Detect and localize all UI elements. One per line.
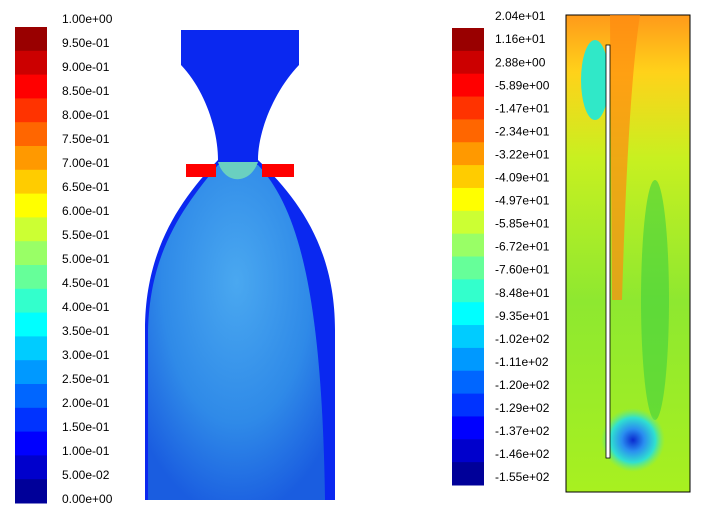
color-band (15, 479, 47, 504)
color-band (452, 370, 484, 395)
color-band (452, 210, 484, 235)
colorbar-label: 2.04e+01 (495, 9, 546, 23)
colorbar-label: -1.47e+01 (495, 101, 550, 115)
colorbar-label: 2.50e-01 (62, 372, 110, 386)
color-band (452, 439, 484, 463)
colorbar-label: 7.50e-01 (62, 132, 110, 146)
color-band (15, 288, 47, 314)
color-band (452, 416, 484, 440)
color-band (452, 119, 484, 143)
colorbar-label: 1.00e-01 (62, 444, 110, 458)
color-band (452, 256, 484, 280)
colorbar-label: -1.02e+02 (495, 332, 550, 346)
colorbar-label: 2.00e-01 (62, 396, 110, 410)
colorbar-label: 5.00e-02 (62, 468, 110, 482)
green-region (641, 180, 669, 420)
throat-field (218, 162, 258, 180)
colorbar-label: 0.00e+00 (62, 492, 113, 506)
colorbar-label: 1.50e-01 (62, 420, 110, 434)
color-band (15, 336, 47, 361)
nozzle-contour (145, 30, 335, 500)
jet-region (610, 15, 640, 300)
color-band (15, 27, 47, 52)
color-band (452, 73, 484, 98)
colorbar-label: 3.50e-01 (62, 324, 110, 338)
colorbar-label: 6.00e-01 (62, 204, 110, 218)
color-band (452, 279, 484, 303)
colorbar-label: -1.55e+02 (495, 470, 550, 484)
colorbar-label: -2.34e+01 (495, 124, 550, 138)
color-band (452, 302, 484, 326)
color-band (452, 96, 484, 120)
color-band (15, 217, 47, 242)
colorbar-label: 7.00e-01 (62, 156, 110, 170)
color-band (15, 455, 47, 480)
left-colorbar: 1.00e+00 9.50e-01 9.00e-01 8.50e-01 8.00e-01… (15, 12, 113, 506)
colorbar-label: -1.11e+02 (495, 355, 549, 369)
recirculation (581, 40, 609, 120)
colorbar-label: 4.00e-01 (62, 300, 110, 314)
colorbar-label: -1.29e+02 (495, 401, 550, 415)
colorbar-label: -8.48e+01 (495, 286, 550, 300)
colorbar-label: -4.97e+01 (495, 194, 550, 208)
inlet-right (262, 164, 294, 177)
color-band (15, 312, 47, 337)
colorbar-label: 8.50e-01 (62, 84, 110, 98)
color-band (452, 233, 484, 257)
baffle (605, 44, 611, 459)
colorbar-label: -5.89e+00 (495, 78, 550, 92)
colorbar-label: 2.88e+00 (495, 55, 546, 69)
vortex (601, 408, 665, 472)
color-band (15, 169, 47, 195)
colorbar-label: 9.00e-01 (62, 60, 110, 74)
color-band (15, 431, 47, 456)
colorbar-label: -9.35e+01 (495, 309, 550, 323)
colorbar-label: -3.22e+01 (495, 147, 550, 161)
color-band (15, 384, 47, 409)
color-band (15, 193, 47, 218)
colorbar-label: -4.09e+01 (495, 171, 550, 185)
color-band (452, 142, 484, 166)
color-band (15, 146, 47, 171)
colorbar-label: 1.00e+00 (62, 12, 113, 26)
colorbar-label: 5.50e-01 (62, 228, 110, 242)
colorbar-label: 3.00e-01 (62, 348, 110, 362)
color-band (452, 325, 484, 349)
colorbar-label: 4.50e-01 (62, 276, 110, 290)
colorbar-label: 9.50e-01 (62, 36, 110, 50)
colorbar-label: -7.60e+01 (495, 263, 550, 277)
colorbar-label: -5.85e+01 (495, 217, 550, 231)
colorbar-label: 6.50e-01 (62, 180, 110, 194)
colorbar-label: -1.37e+02 (495, 424, 550, 438)
inlet-left (186, 164, 216, 177)
colorbar-label: -6.72e+01 (495, 240, 550, 254)
color-band (452, 347, 484, 372)
color-band (15, 74, 47, 99)
color-band (15, 122, 47, 147)
nozzle-field (148, 165, 325, 500)
right-colorbar: 2.04e+01 1.16e+01 2.88e+00 -5.89e+00 -1.47e+… (452, 9, 550, 486)
colorbar-label: 8.00e-01 (62, 108, 110, 122)
color-band (452, 50, 484, 75)
color-band (452, 462, 484, 486)
color-band (452, 165, 484, 189)
color-band (452, 28, 484, 52)
color-band (15, 241, 47, 266)
color-band (15, 407, 47, 433)
colorbar-label: 1.16e+01 (495, 32, 546, 46)
colorbar-label: -1.20e+02 (495, 378, 550, 392)
color-band (15, 265, 47, 290)
color-band (15, 50, 47, 76)
color-band (452, 187, 484, 212)
colorbar-label: 5.00e-01 (62, 252, 110, 266)
colorbar-label: -1.46e+02 (495, 447, 550, 461)
color-band (452, 393, 484, 417)
channel-contour (565, 14, 691, 493)
color-band (15, 360, 47, 385)
color-band (15, 98, 47, 123)
